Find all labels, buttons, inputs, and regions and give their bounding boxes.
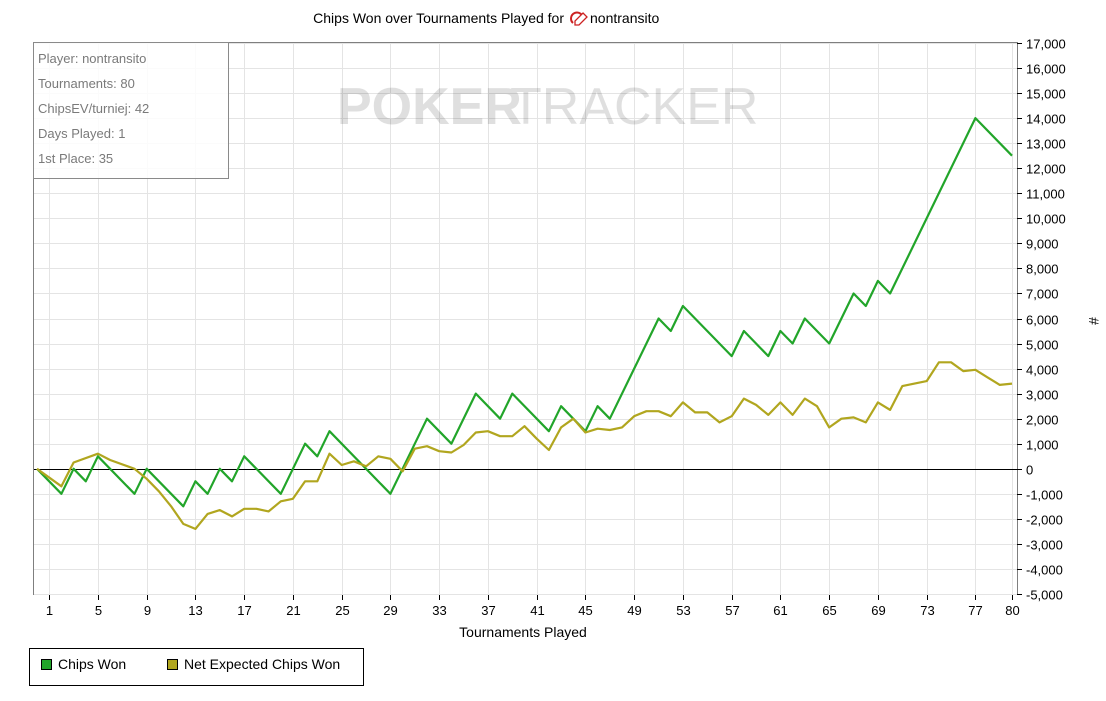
chart-title: Chips Won over Tournaments Played for [313,10,564,26]
y-tick-label: 11,000 [1026,187,1065,202]
y-tick-label: -4,000 [1026,563,1063,578]
x-tick-label: 5 [95,603,102,618]
watermark: POKER TRACKER [337,78,758,136]
y-tick-label: 6,000 [1026,313,1059,328]
series-line-net-expected-chips-won [36,361,1013,530]
x-tick-label: 21 [286,603,300,618]
watermark-left: POKER [337,78,522,136]
y-tick-label: -5,000 [1026,588,1063,603]
info-days-played: Days Played: 1 [38,126,125,141]
series-layer [36,117,1013,530]
player-icon [570,11,588,26]
legend: Chips Won Net Expected Chips Won [29,648,364,686]
info-first-place: 1st Place: 35 [38,151,113,166]
x-tick-label: 41 [530,603,544,618]
chart-player-name: nontransito [590,10,659,26]
x-tick-label: 45 [578,603,592,618]
y-tick-label: 15,000 [1026,87,1066,102]
y-axis-label: # [1086,317,1102,325]
legend-label-net-expected: Net Expected Chips Won [184,656,340,672]
y-tick-label: 10,000 [1026,212,1066,227]
y-tick-label: 1,000 [1026,438,1059,453]
x-tick-label: 37 [481,603,495,618]
y-tick-label: 8,000 [1026,262,1059,277]
y-axis: -5,000 -4,000 -3,000 -2,000 -1,000 0 1,000 2,00… [1017,37,1066,603]
series-line-chips-won [36,117,1013,508]
info-box-frame [33,42,229,179]
x-tick-label: 1 [46,603,53,618]
y-tick-label: 2,000 [1026,413,1059,428]
y-tick-label: 3,000 [1026,388,1059,403]
x-tick-label: 53 [676,603,690,618]
chart-title-group: Chips Won over Tournaments Played for no… [313,10,659,26]
info-chipsev: ChipsEV/turniej: 42 [38,101,149,116]
x-tick-label: 61 [773,603,787,618]
x-tick-label: 49 [627,603,641,618]
info-player: Player: nontransito [38,51,146,66]
x-tick-label: 25 [335,603,349,618]
y-tick-label: 13,000 [1026,137,1066,152]
y-tick-label: -3,000 [1026,538,1063,553]
x-tick-label: 77 [968,603,982,618]
y-tick-label: 7,000 [1026,287,1059,302]
x-tick-label: 57 [725,603,739,618]
x-tick-label: 69 [871,603,885,618]
x-tick-label: 13 [188,603,202,618]
x-tick-label: 80 [1005,603,1019,618]
x-tick-label: 9 [144,603,151,618]
y-tick-label: 4,000 [1026,363,1059,378]
x-tick-label: 73 [920,603,934,618]
y-tick-label: 0 [1026,463,1033,478]
y-tick-label: 16,000 [1026,62,1066,77]
y-tick-label: 9,000 [1026,237,1059,252]
y-tick-label: 12,000 [1026,162,1066,177]
x-axis-label: Tournaments Played [459,624,587,640]
x-tick-label: 17 [237,603,251,618]
legend-frame [29,648,364,686]
y-tick-label: -1,000 [1026,488,1063,503]
legend-label-chips-won: Chips Won [58,656,126,672]
info-tournaments: Tournaments: 80 [38,76,135,91]
x-tick-label: 29 [383,603,397,618]
y-tick-label: -2,000 [1026,513,1063,528]
y-tick-label: 14,000 [1026,112,1066,127]
legend-swatch-net-expected [167,659,178,670]
x-axis: 1 5 9 13 17 21 25 29 33 37 41 45 49 53 57 61 65 69 73 77 80 [46,595,1020,618]
y-tick-label: 5,000 [1026,338,1059,353]
y-tick-label: 17,000 [1026,37,1066,52]
info-box: Player: nontransito Tournaments: 80 Chip… [33,42,229,179]
legend-swatch-chips-won [41,659,52,670]
watermark-right: TRACKER [510,78,758,136]
x-tick-label: 33 [432,603,446,618]
x-tick-label: 65 [822,603,836,618]
